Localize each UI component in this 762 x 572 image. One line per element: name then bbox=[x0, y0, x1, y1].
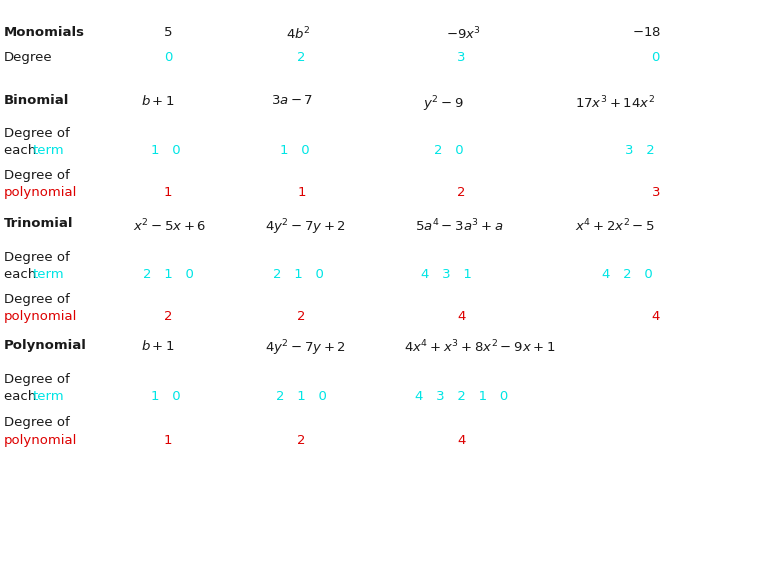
Text: $x^2 - 5x + 6$: $x^2 - 5x + 6$ bbox=[133, 217, 207, 234]
Text: $x^4 + 2x^2 - 5$: $x^4 + 2x^2 - 5$ bbox=[575, 217, 655, 234]
Text: 0: 0 bbox=[652, 51, 660, 65]
Text: Degree of: Degree of bbox=[4, 416, 69, 430]
Text: Degree of: Degree of bbox=[4, 127, 69, 140]
Text: 2: 2 bbox=[297, 51, 306, 65]
Text: 1: 1 bbox=[164, 434, 172, 447]
Text: term: term bbox=[33, 144, 65, 157]
Text: 2: 2 bbox=[297, 434, 306, 447]
Text: polynomial: polynomial bbox=[4, 434, 77, 447]
Text: 1: 1 bbox=[164, 186, 172, 200]
Text: each: each bbox=[4, 390, 40, 403]
Text: Binomial: Binomial bbox=[4, 94, 69, 108]
Text: Degree of: Degree of bbox=[4, 169, 69, 182]
Text: 2   1   0: 2 1 0 bbox=[276, 390, 327, 403]
Text: 4: 4 bbox=[652, 310, 660, 323]
Text: $4y^2 - 7y + 2$: $4y^2 - 7y + 2$ bbox=[265, 217, 346, 237]
Text: 1: 1 bbox=[297, 186, 306, 200]
Text: 2   1   0: 2 1 0 bbox=[273, 268, 324, 281]
Text: $-9x^3$: $-9x^3$ bbox=[446, 26, 481, 42]
Text: 2: 2 bbox=[297, 310, 306, 323]
Text: 1   0: 1 0 bbox=[280, 144, 310, 157]
Text: $4b^2$: $4b^2$ bbox=[286, 26, 310, 42]
Text: $b + 1$: $b + 1$ bbox=[141, 94, 175, 108]
Text: term: term bbox=[33, 390, 65, 403]
Text: polynomial: polynomial bbox=[4, 310, 77, 323]
Text: Degree of: Degree of bbox=[4, 293, 69, 306]
Text: $-18$: $-18$ bbox=[632, 26, 661, 39]
Text: Degree of: Degree of bbox=[4, 251, 69, 264]
Text: 3: 3 bbox=[457, 51, 466, 65]
Text: term: term bbox=[33, 268, 65, 281]
Text: $17x^3 + 14x^2$: $17x^3 + 14x^2$ bbox=[575, 94, 655, 111]
Text: Degree of: Degree of bbox=[4, 373, 69, 386]
Text: 2   1   0: 2 1 0 bbox=[143, 268, 194, 281]
Text: 2   0: 2 0 bbox=[434, 144, 464, 157]
Text: $4y^2 - 7y + 2$: $4y^2 - 7y + 2$ bbox=[265, 339, 346, 358]
Text: 1   0: 1 0 bbox=[151, 390, 181, 403]
Text: $4x^4 + x^3 + 8x^2 - 9x + 1$: $4x^4 + x^3 + 8x^2 - 9x + 1$ bbox=[404, 339, 555, 355]
Text: 3   2: 3 2 bbox=[625, 144, 655, 157]
Text: 1   0: 1 0 bbox=[151, 144, 181, 157]
Text: 4: 4 bbox=[457, 310, 466, 323]
Text: each: each bbox=[4, 268, 40, 281]
Text: 5: 5 bbox=[164, 26, 172, 39]
Text: 4   2   0: 4 2 0 bbox=[602, 268, 653, 281]
Text: 2: 2 bbox=[457, 186, 466, 200]
Text: $b + 1$: $b + 1$ bbox=[141, 339, 175, 352]
Text: 3: 3 bbox=[652, 186, 660, 200]
Text: polynomial: polynomial bbox=[4, 186, 77, 200]
Text: 4   3   2   1   0: 4 3 2 1 0 bbox=[415, 390, 508, 403]
Text: 2: 2 bbox=[164, 310, 172, 323]
Text: $5a^4 - 3a^3 + a$: $5a^4 - 3a^3 + a$ bbox=[415, 217, 504, 234]
Text: Trinomial: Trinomial bbox=[4, 217, 73, 231]
Text: 4   3   1: 4 3 1 bbox=[421, 268, 472, 281]
Text: Polynomial: Polynomial bbox=[4, 339, 87, 352]
Text: $3a - 7$: $3a - 7$ bbox=[271, 94, 312, 108]
Text: Monomials: Monomials bbox=[4, 26, 85, 39]
Text: $y^2 - 9$: $y^2 - 9$ bbox=[423, 94, 463, 114]
Text: 0: 0 bbox=[164, 51, 172, 65]
Text: each: each bbox=[4, 144, 40, 157]
Text: Degree: Degree bbox=[4, 51, 53, 65]
Text: 4: 4 bbox=[457, 434, 466, 447]
